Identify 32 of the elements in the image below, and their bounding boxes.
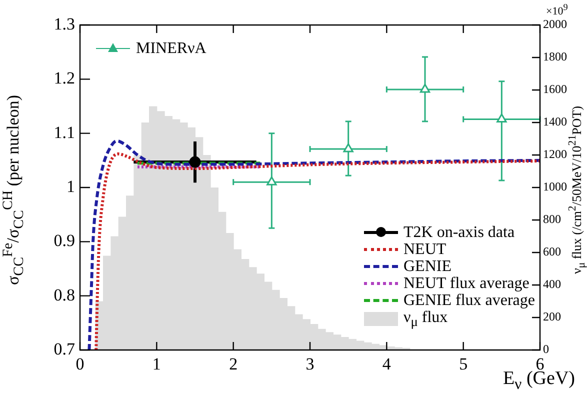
text: ×10$^{9}$: [546, 2, 568, 18]
y2-tick-label: 1400: [543, 114, 567, 129]
legend-label: NEUT flux average: [404, 274, 530, 292]
y2-tick-label: 1000: [543, 180, 567, 194]
legend-label: GENIE flux average: [404, 292, 535, 309]
x-tick-label: 0: [76, 354, 84, 374]
y2-tick-label: 0: [543, 342, 549, 356]
x-tick-label: 3: [306, 354, 314, 374]
y-tick-label: 1.1: [54, 122, 75, 142]
y2-tick-label: 200: [543, 310, 561, 324]
x-tick-label: 4: [382, 354, 392, 374]
x-tick-label: 1: [152, 354, 161, 374]
legend-label: MINERνA: [136, 40, 206, 57]
y2-tick-label: 600: [543, 244, 561, 259]
y-tick-label: 1.2: [54, 68, 75, 88]
y2-tick-label: 2000: [543, 17, 567, 32]
y-tick-label: 1: [66, 176, 75, 196]
x-tick-label: 5: [459, 354, 468, 374]
y2-tick-label: 1200: [543, 147, 567, 162]
y2-tick-label: 400: [543, 277, 561, 292]
y-tick-label: 1.3: [54, 14, 75, 34]
x-tick-label: 2: [229, 354, 238, 374]
y-tick-label: 0.8: [54, 285, 75, 304]
y2-tick-label: 1600: [543, 82, 567, 96]
y-tick-label: 0.7: [54, 339, 76, 358]
legend-label: T2K on-axis data: [404, 224, 515, 241]
legend-label: NEUT: [404, 240, 446, 258]
y-tick-label: 0.9: [54, 231, 75, 250]
y2-tick-label: 1800: [543, 50, 567, 64]
y2-tick-label: 800: [543, 212, 561, 226]
legend-label: ν$_{μ}$ flux: [404, 308, 448, 330]
legend-label: GENIE: [404, 258, 452, 275]
